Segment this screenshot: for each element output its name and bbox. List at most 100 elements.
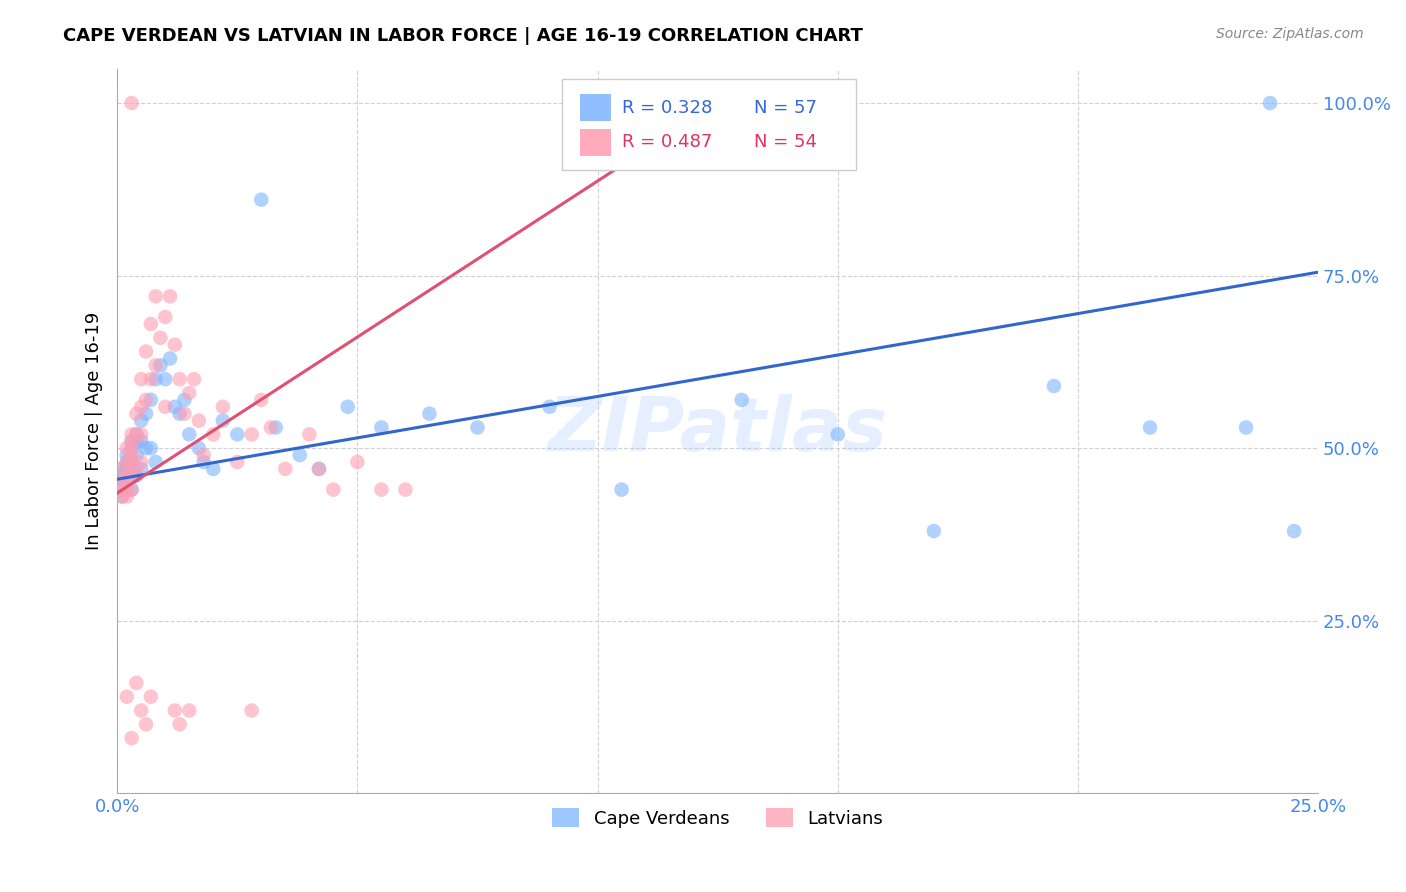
Point [308,462,330,476]
Point [125,462,148,476]
Point [121,427,143,442]
Point [129,414,152,428]
Point [121,448,143,462]
Point [155,372,177,386]
Point [139,392,162,407]
Point [155,400,177,414]
Point [308,462,330,476]
Point [163,704,186,718]
Point [129,704,152,718]
Point [139,690,162,704]
Point [139,441,162,455]
Point [115,462,138,476]
Point [139,372,162,386]
Y-axis label: In Labor Force | Age 16-19: In Labor Force | Age 16-19 [86,312,103,550]
Point [467,420,489,434]
Point [135,441,157,455]
Point [322,483,344,497]
Point [111,462,134,476]
Bar [579,128,610,156]
Point [226,427,249,442]
Point [121,455,143,469]
Point [418,407,440,421]
Text: ZIPatlas: ZIPatlas [548,394,887,467]
Point [121,434,143,449]
Point [179,427,201,442]
Point [135,407,157,421]
Point [1258,96,1281,111]
Point [193,455,215,469]
Point [121,468,143,483]
Point [179,704,201,718]
Point [121,731,143,745]
Point [212,400,235,414]
Point [139,317,162,331]
Point [187,441,209,455]
Point [115,448,138,462]
Point [169,717,191,731]
Text: R = 0.487: R = 0.487 [621,134,711,152]
Point [129,372,152,386]
Point [125,434,148,449]
Point [145,289,167,303]
Point [250,193,273,207]
Point [183,372,205,386]
Point [121,455,143,469]
Point [298,427,321,442]
Point [129,400,152,414]
Point [129,434,152,449]
Point [827,427,849,442]
Text: N = 54: N = 54 [754,134,817,152]
Point [125,407,148,421]
Point [370,420,392,434]
Point [121,96,143,111]
Point [336,400,359,414]
Point [111,490,134,504]
Point [922,524,945,538]
FancyBboxPatch shape [561,79,856,170]
Point [125,676,148,690]
Point [169,407,191,421]
Point [240,427,263,442]
Point [173,407,195,421]
Point [115,468,138,483]
Point [169,372,191,386]
Point [115,490,138,504]
Point [346,455,368,469]
Point [145,455,167,469]
Point [121,441,143,455]
Point [145,359,167,373]
Point [125,468,148,483]
Point [115,483,138,497]
Point [121,441,143,455]
Point [135,344,157,359]
Legend: Cape Verdeans, Latvians: Cape Verdeans, Latvians [546,801,890,835]
Point [125,427,148,442]
Point [212,414,235,428]
Point [111,483,134,497]
Point [115,455,138,469]
Point [135,717,157,731]
Point [538,400,561,414]
Point [731,392,754,407]
Text: Source: ZipAtlas.com: Source: ZipAtlas.com [1216,27,1364,41]
Point [1043,379,1066,393]
Point [288,448,311,462]
Point [1234,420,1257,434]
Point [111,483,134,497]
Point [240,704,263,718]
Point [250,392,273,407]
Point [163,337,186,351]
Point [129,462,152,476]
Point [1282,524,1305,538]
Text: CAPE VERDEAN VS LATVIAN IN LABOR FORCE | AGE 16-19 CORRELATION CHART: CAPE VERDEAN VS LATVIAN IN LABOR FORCE |… [63,27,863,45]
Point [274,462,297,476]
Point [111,490,134,504]
Point [129,427,152,442]
Point [260,420,283,434]
Point [187,414,209,428]
Point [202,427,225,442]
Point [121,483,143,497]
Point [394,483,416,497]
Point [115,455,138,469]
